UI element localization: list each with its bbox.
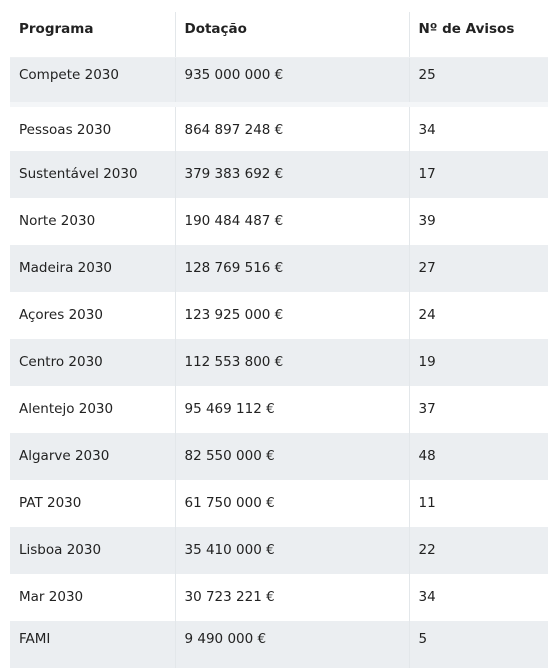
table-header-row: Programa Dotação Nº de Avisos xyxy=(10,12,548,58)
cell-dotacao: 112 553 800 € xyxy=(175,339,410,386)
cell-programa: Mar 2030 xyxy=(10,574,176,621)
cell-programa: Pessoas 2030 xyxy=(10,104,176,151)
cell-programa: Algarve 2030 xyxy=(10,433,176,480)
cell-avisos: 17 xyxy=(409,151,548,198)
cell-avisos: 11 xyxy=(409,480,548,527)
cell-avisos: 22 xyxy=(409,527,548,574)
cell-dotacao: 935 000 000 € xyxy=(175,57,410,107)
cell-dotacao: 379 383 692 € xyxy=(175,151,410,198)
cell-avisos: 25 xyxy=(409,57,548,107)
table-row: Algarve 2030 82 550 000 €48 xyxy=(10,433,548,480)
table-row: PAT 2030 61 750 000 €11 xyxy=(10,480,548,527)
cell-dotacao: 864 897 248 € xyxy=(175,104,410,151)
cell-programa: Alentejo 2030 xyxy=(10,386,176,433)
table-row: Lisboa 2030 35 410 000 €22 xyxy=(10,527,548,574)
table-row: Sustentável 2030 379 383 692 €17 xyxy=(10,151,548,198)
cell-programa: Norte 2030 xyxy=(10,198,176,245)
table-row: Alentejo 2030 95 469 112 €37 xyxy=(10,386,548,433)
cell-avisos: 39 xyxy=(409,198,548,245)
table-row: Compete 2030 935 000 000 €25 xyxy=(10,57,548,107)
cell-programa: FAMI xyxy=(10,621,176,668)
table-row: Centro 2030 112 553 800 €19 xyxy=(10,339,548,386)
cell-avisos: 27 xyxy=(409,245,548,292)
table-row: Norte 2030 190 484 487 €39 xyxy=(10,198,548,245)
table-row: Madeira 2030 128 769 516 €27 xyxy=(10,245,548,292)
cell-avisos: 5 xyxy=(409,621,548,668)
cell-avisos: 24 xyxy=(409,292,548,339)
cell-dotacao: 9 490 000 € xyxy=(175,621,410,668)
cell-avisos: 34 xyxy=(409,574,548,621)
cell-avisos: 37 xyxy=(409,386,548,433)
cell-dotacao: 35 410 000 € xyxy=(175,527,410,574)
table-row: FAMI 9 490 000 €5 xyxy=(10,621,548,668)
cell-dotacao: 190 484 487 € xyxy=(175,198,410,245)
table-row: Mar 2030 30 723 221 €34 xyxy=(10,574,548,621)
cell-programa: Centro 2030 xyxy=(10,339,176,386)
cell-programa: Lisboa 2030 xyxy=(10,527,176,574)
cell-avisos: 34 xyxy=(409,104,548,151)
cell-dotacao: 82 550 000 € xyxy=(175,433,410,480)
cell-dotacao: 95 469 112 € xyxy=(175,386,410,433)
cell-avisos: 19 xyxy=(409,339,548,386)
table-row: Pessoas 2030 864 897 248 €34 xyxy=(10,104,548,151)
cell-programa: PAT 2030 xyxy=(10,480,176,527)
table-body: Compete 2030 935 000 000 €25 Pessoas 2030 8… xyxy=(10,57,548,668)
cell-dotacao: 61 750 000 € xyxy=(175,480,410,527)
cell-programa: Madeira 2030 xyxy=(10,245,176,292)
header-dotacao: Dotação xyxy=(175,12,410,58)
header-avisos: Nº de Avisos xyxy=(409,12,548,58)
cell-programa: Sustentável 2030 xyxy=(10,151,176,198)
programs-table: Programa Dotação Nº de Avisos Compete 20… xyxy=(10,12,548,668)
header-programa: Programa xyxy=(10,12,176,58)
cell-programa: Compete 2030 xyxy=(10,57,176,107)
table-row: Açores 2030 123 925 000 €24 xyxy=(10,292,548,339)
cell-dotacao: 30 723 221 € xyxy=(175,574,410,621)
cell-dotacao: 128 769 516 € xyxy=(175,245,410,292)
cell-programa: Açores 2030 xyxy=(10,292,176,339)
cell-dotacao: 123 925 000 € xyxy=(175,292,410,339)
cell-avisos: 48 xyxy=(409,433,548,480)
